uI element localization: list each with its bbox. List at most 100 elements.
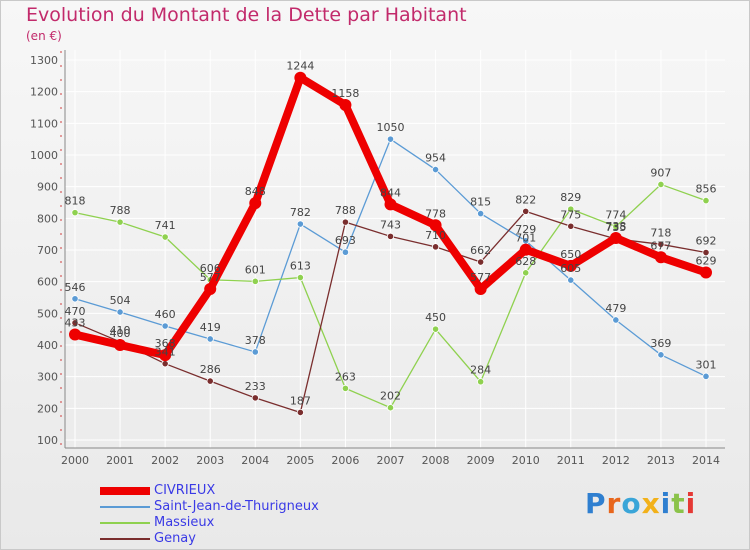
data-label-saint-jean-de-thurigneux: 301 <box>696 358 717 371</box>
y-tick-label: 800 <box>37 212 58 225</box>
x-tick-label: 2010 <box>512 454 540 467</box>
data-point-saint-jean-de-thurigneux <box>567 276 575 284</box>
data-point-civrieux <box>474 282 487 295</box>
data-point-genay <box>71 319 79 327</box>
legend-item-saint-jean: Saint-Jean-de-Thurigneux <box>100 499 400 515</box>
data-point-massieux <box>702 197 710 205</box>
data-label-massieux: 263 <box>335 370 356 383</box>
chart-subtitle: (en €) <box>26 29 62 43</box>
data-label-saint-jean-de-thurigneux: 369 <box>650 337 671 350</box>
x-tick-label: 2003 <box>196 454 224 467</box>
data-label-saint-jean-de-thurigneux: 419 <box>200 321 221 334</box>
x-tick-label: 2011 <box>557 454 585 467</box>
y-tick-label: 700 <box>37 244 58 257</box>
data-label-saint-jean-de-thurigneux: 729 <box>515 223 536 236</box>
data-point-massieux <box>296 273 304 282</box>
data-label-massieux: 601 <box>245 263 266 276</box>
x-tick-label: 2009 <box>467 454 495 467</box>
data-label-saint-jean-de-thurigneux: 460 <box>155 308 176 321</box>
data-label-genay: 743 <box>380 218 401 231</box>
data-label-genay: 187 <box>290 394 311 407</box>
legend-swatch-civrieux <box>100 487 150 495</box>
data-label-massieux: 284 <box>470 364 491 377</box>
data-label-massieux: 788 <box>110 204 131 217</box>
data-point-saint-jean-de-thurigneux <box>702 372 710 380</box>
chart-title: Evolution du Montant de la Dette par Hab… <box>26 4 467 26</box>
data-label-civrieux: 1158 <box>331 87 359 100</box>
x-tick-label: 2000 <box>61 454 89 467</box>
logo-letter: t <box>671 487 686 520</box>
data-label-civrieux: 577 <box>200 271 221 284</box>
legend: CIVRIEUX Saint-Jean-de-Thurigneux Massie… <box>100 483 400 547</box>
x-axis: 2000 2001 2002 2003 2004 2005 2006 2007 2008 2009… <box>61 447 725 467</box>
data-label-civrieux: 629 <box>696 254 717 267</box>
legend-item-massieux: Massieux <box>100 515 400 531</box>
data-point-saint-jean-de-thurigneux <box>206 335 214 343</box>
data-label-massieux: 606 <box>200 262 221 275</box>
data-point-civrieux <box>609 231 622 244</box>
data-point-saint-jean-de-thurigneux <box>341 248 350 256</box>
data-label-saint-jean-de-thurigneux: 693 <box>335 234 356 247</box>
data-point-civrieux <box>384 198 397 211</box>
legend-label-civrieux: CIVRIEUX <box>154 483 216 498</box>
data-label-civrieux: 577 <box>470 271 491 284</box>
data-label-massieux: 818 <box>65 195 86 208</box>
data-point-genay <box>431 243 440 251</box>
data-point-massieux <box>341 384 350 392</box>
legend-label-saint-jean: Saint-Jean-de-Thurigneux <box>154 499 319 514</box>
data-point-civrieux <box>204 282 217 295</box>
logo-letter: i <box>660 487 672 520</box>
y-tick-label: 1200 <box>30 86 58 99</box>
x-tick-label: 2002 <box>151 454 179 467</box>
x-tick-label: 2001 <box>106 454 134 467</box>
data-point-saint-jean-de-thurigneux <box>161 322 169 330</box>
data-label-genay: 710 <box>425 229 446 242</box>
data-point-massieux <box>431 325 440 333</box>
data-label-genay: 718 <box>650 226 671 239</box>
data-point-civrieux <box>700 266 712 279</box>
data-point-saint-jean-de-thurigneux <box>71 295 79 303</box>
data-label-massieux: 829 <box>560 191 581 204</box>
data-label-civrieux: 848 <box>245 185 266 198</box>
data-point-massieux <box>161 233 169 241</box>
legend-swatch-massieux <box>100 522 150 524</box>
data-point-saint-jean-de-thurigneux <box>657 351 665 359</box>
data-point-saint-jean-de-thurigneux <box>386 135 395 143</box>
legend-label-genay: Genay <box>154 531 196 546</box>
x-tick-label: 2005 <box>286 454 314 467</box>
data-point-massieux <box>386 404 395 412</box>
y-tick-label: 100 <box>37 434 58 447</box>
data-point-genay <box>477 258 485 266</box>
logo-letter: x <box>641 487 661 520</box>
data-label-massieux: 202 <box>380 390 401 403</box>
data-point-massieux <box>477 378 485 386</box>
data-label-genay: 735 <box>605 221 626 234</box>
data-point-civrieux <box>519 243 532 256</box>
x-tick-label: 2006 <box>331 454 359 467</box>
data-label-saint-jean-de-thurigneux: 605 <box>560 262 581 275</box>
data-point-genay <box>386 232 395 240</box>
data-label-genay: 822 <box>515 193 536 206</box>
legend-item-genay: Genay <box>100 531 400 547</box>
x-tick-label: 2012 <box>602 454 630 467</box>
logo-letter: o <box>621 487 642 520</box>
data-label-civrieux: 677 <box>650 239 671 252</box>
data-label-civrieux: 433 <box>65 317 86 330</box>
data-point-genay <box>522 207 530 215</box>
data-point-civrieux <box>159 349 172 362</box>
data-point-civrieux <box>294 71 307 84</box>
data-label-saint-jean-de-thurigneux: 479 <box>605 302 626 315</box>
data-point-genay <box>206 377 214 385</box>
data-point-civrieux <box>69 328 81 341</box>
grid-lines <box>65 50 725 448</box>
y-axis: 100 200 300 400 500 600 700 800 900 1000 1100 1200 1… <box>30 50 66 448</box>
data-point-genay <box>567 222 575 230</box>
data-point-massieux <box>251 277 259 285</box>
data-point-civrieux <box>114 339 127 351</box>
data-point-massieux <box>612 222 620 231</box>
x-tick-label: 2014 <box>692 454 720 467</box>
data-label-genay: 341 <box>155 346 176 359</box>
data-point-saint-jean-de-thurigneux <box>431 165 440 174</box>
data-point-massieux <box>567 205 575 213</box>
